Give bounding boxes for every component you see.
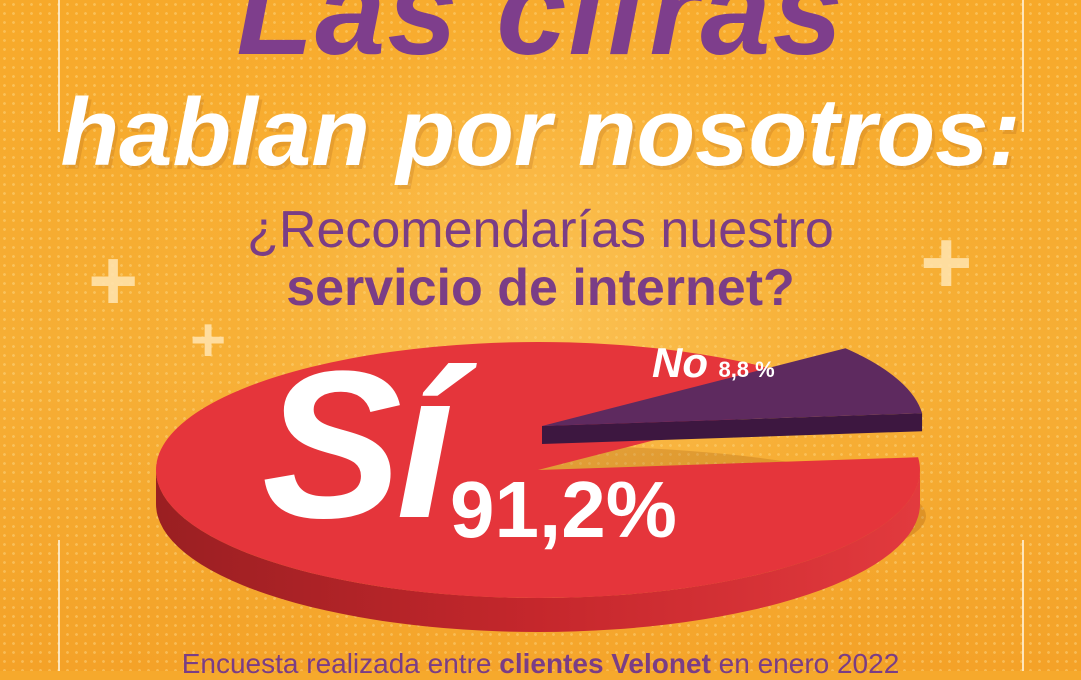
pie-slice-no: [542, 348, 923, 426]
question-line-2: servicio de internet?: [286, 259, 795, 317]
pie-side-si: [156, 470, 920, 632]
frame-line-right-top: [1022, 0, 1024, 132]
footer-highlight: clientes Velonet: [499, 648, 711, 679]
slice-label-no: No: [652, 339, 708, 386]
frame-line-left-top: [58, 0, 60, 132]
plus-icon: +: [88, 233, 139, 329]
footer-note: Encuesta realizada entre clientes Velone…: [0, 648, 1081, 680]
frame-line-left-bottom: [58, 540, 60, 671]
slice-label-si: Sí: [262, 327, 454, 562]
slice-value-no: 8,8 %: [718, 357, 775, 382]
question-line-1: ¿Recomendarías nuestro: [247, 201, 834, 259]
plus-icon: +: [920, 213, 973, 313]
footer-prefix: Encuesta realizada entre: [181, 648, 500, 679]
pie-side-no: [542, 413, 923, 444]
title-line-2: hablan por nosotros:: [60, 79, 1021, 186]
frame-line-right-bottom: [1022, 540, 1024, 671]
title-line-1: Las cifras: [236, 0, 845, 81]
plus-icon: +: [190, 306, 227, 375]
footer-suffix: en enero 2022: [718, 648, 900, 679]
slice-value-si: 91,2%: [450, 465, 677, 554]
slice-label-group-no: No 8,8 %: [652, 342, 775, 384]
